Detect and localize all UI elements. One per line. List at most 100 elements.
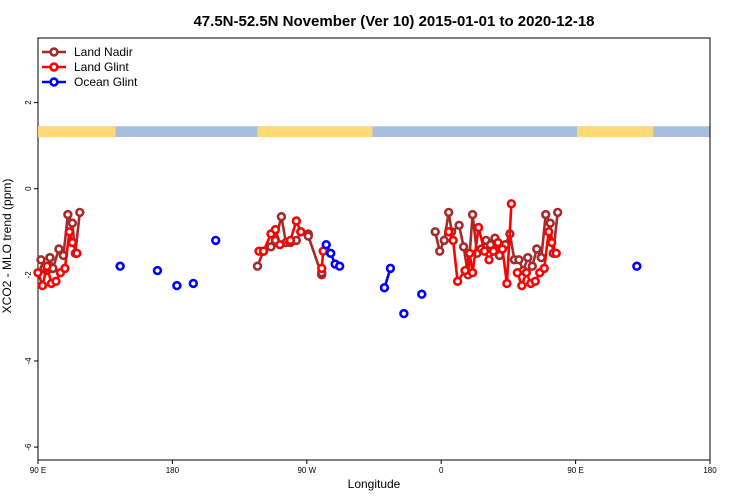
legend-swatch-marker bbox=[49, 77, 59, 87]
data-point bbox=[551, 248, 561, 259]
data-point bbox=[502, 278, 512, 289]
data-point bbox=[45, 252, 55, 263]
series-land-glint bbox=[33, 199, 561, 291]
data-point bbox=[517, 280, 527, 291]
data-point bbox=[544, 227, 554, 237]
legend-entry: Land Glint bbox=[74, 60, 129, 74]
data-point bbox=[291, 216, 302, 226]
data-point bbox=[536, 252, 546, 263]
data-point bbox=[527, 261, 537, 271]
data-point bbox=[506, 199, 517, 209]
chart-title: 47.5N-52.5N November (Ver 10) 2015-01-01… bbox=[193, 13, 594, 30]
data-point bbox=[385, 263, 396, 274]
data-point bbox=[464, 248, 475, 259]
data-point bbox=[439, 235, 449, 246]
y-tick-label: 2 bbox=[24, 100, 33, 105]
data-point bbox=[541, 209, 551, 220]
data-point bbox=[435, 246, 445, 256]
data-point bbox=[454, 220, 464, 231]
data-point bbox=[42, 261, 52, 271]
x-tick-label: 90 E bbox=[30, 466, 46, 475]
y-axis-label: XCO2 - MLO trend (ppm) bbox=[0, 179, 14, 314]
x-tick-label: 90 E bbox=[567, 466, 583, 475]
x-tick-label: 180 bbox=[166, 466, 180, 475]
data-point bbox=[521, 267, 532, 278]
data-point bbox=[484, 255, 494, 265]
data-point bbox=[512, 267, 523, 278]
data-point bbox=[530, 276, 540, 286]
data-point bbox=[493, 237, 503, 248]
data-point bbox=[523, 252, 533, 263]
data-point bbox=[67, 218, 78, 228]
data-point bbox=[460, 265, 470, 276]
data-point bbox=[67, 237, 78, 248]
data-point bbox=[325, 248, 336, 259]
series-line bbox=[36, 231, 79, 291]
data-point bbox=[488, 246, 499, 256]
data-point bbox=[115, 261, 125, 271]
x-tick-label: 0 bbox=[439, 466, 444, 475]
data-point bbox=[303, 231, 313, 241]
data-point bbox=[64, 227, 75, 237]
data-point bbox=[452, 276, 463, 286]
data-point bbox=[479, 246, 490, 256]
legend-entry: Land Nadir bbox=[74, 45, 133, 59]
data-point bbox=[285, 235, 296, 246]
land-band bbox=[38, 126, 116, 138]
ocean-band bbox=[38, 126, 710, 138]
data-point bbox=[258, 246, 269, 256]
y-tick-label: -4 bbox=[24, 357, 33, 365]
data-point bbox=[632, 261, 642, 271]
legend-swatch-marker bbox=[49, 62, 59, 72]
data-point bbox=[75, 207, 85, 218]
data-point bbox=[317, 263, 327, 274]
data-point bbox=[72, 248, 82, 259]
data-point bbox=[266, 242, 276, 252]
data-point bbox=[334, 261, 345, 271]
data-point bbox=[473, 222, 484, 233]
data-point bbox=[497, 244, 508, 254]
series-ocean-glint bbox=[115, 235, 642, 319]
x-tick-label: 90 W bbox=[297, 466, 316, 475]
data-point bbox=[430, 227, 440, 237]
data-point bbox=[63, 209, 73, 220]
data-point bbox=[443, 227, 454, 237]
data-point bbox=[296, 227, 306, 237]
data-point bbox=[36, 255, 46, 265]
data-point bbox=[448, 235, 458, 246]
y-tick-label: 0 bbox=[24, 186, 33, 191]
data-point bbox=[188, 278, 199, 289]
y-tick-label: -2 bbox=[24, 271, 33, 279]
data-point bbox=[252, 261, 263, 271]
data-point bbox=[270, 224, 281, 235]
land-band bbox=[257, 126, 373, 138]
data-point bbox=[60, 263, 70, 274]
data-point bbox=[532, 244, 542, 254]
legend-entry: Ocean Glint bbox=[74, 75, 138, 89]
data-point bbox=[514, 255, 524, 265]
data-point bbox=[33, 267, 43, 278]
data-point bbox=[54, 244, 64, 254]
data-point bbox=[275, 239, 285, 250]
data-point bbox=[321, 239, 331, 250]
data-point bbox=[51, 276, 61, 286]
x-tick-label: 180 bbox=[703, 466, 717, 475]
data-point bbox=[417, 289, 427, 299]
data-point bbox=[172, 280, 182, 291]
land-band bbox=[577, 126, 654, 138]
data-point bbox=[545, 218, 555, 228]
plot-frame bbox=[37, 37, 711, 461]
series-line bbox=[516, 231, 558, 290]
data-point bbox=[467, 209, 478, 220]
data-point bbox=[276, 212, 287, 222]
series-layer bbox=[33, 199, 642, 319]
data-point bbox=[37, 280, 48, 291]
y-tick-label: -6 bbox=[24, 443, 33, 451]
data-point bbox=[458, 242, 469, 252]
data-point bbox=[399, 308, 409, 319]
data-point bbox=[552, 207, 563, 218]
legend-swatch-marker bbox=[49, 47, 59, 57]
data-point bbox=[467, 267, 478, 278]
data-point bbox=[152, 265, 163, 276]
